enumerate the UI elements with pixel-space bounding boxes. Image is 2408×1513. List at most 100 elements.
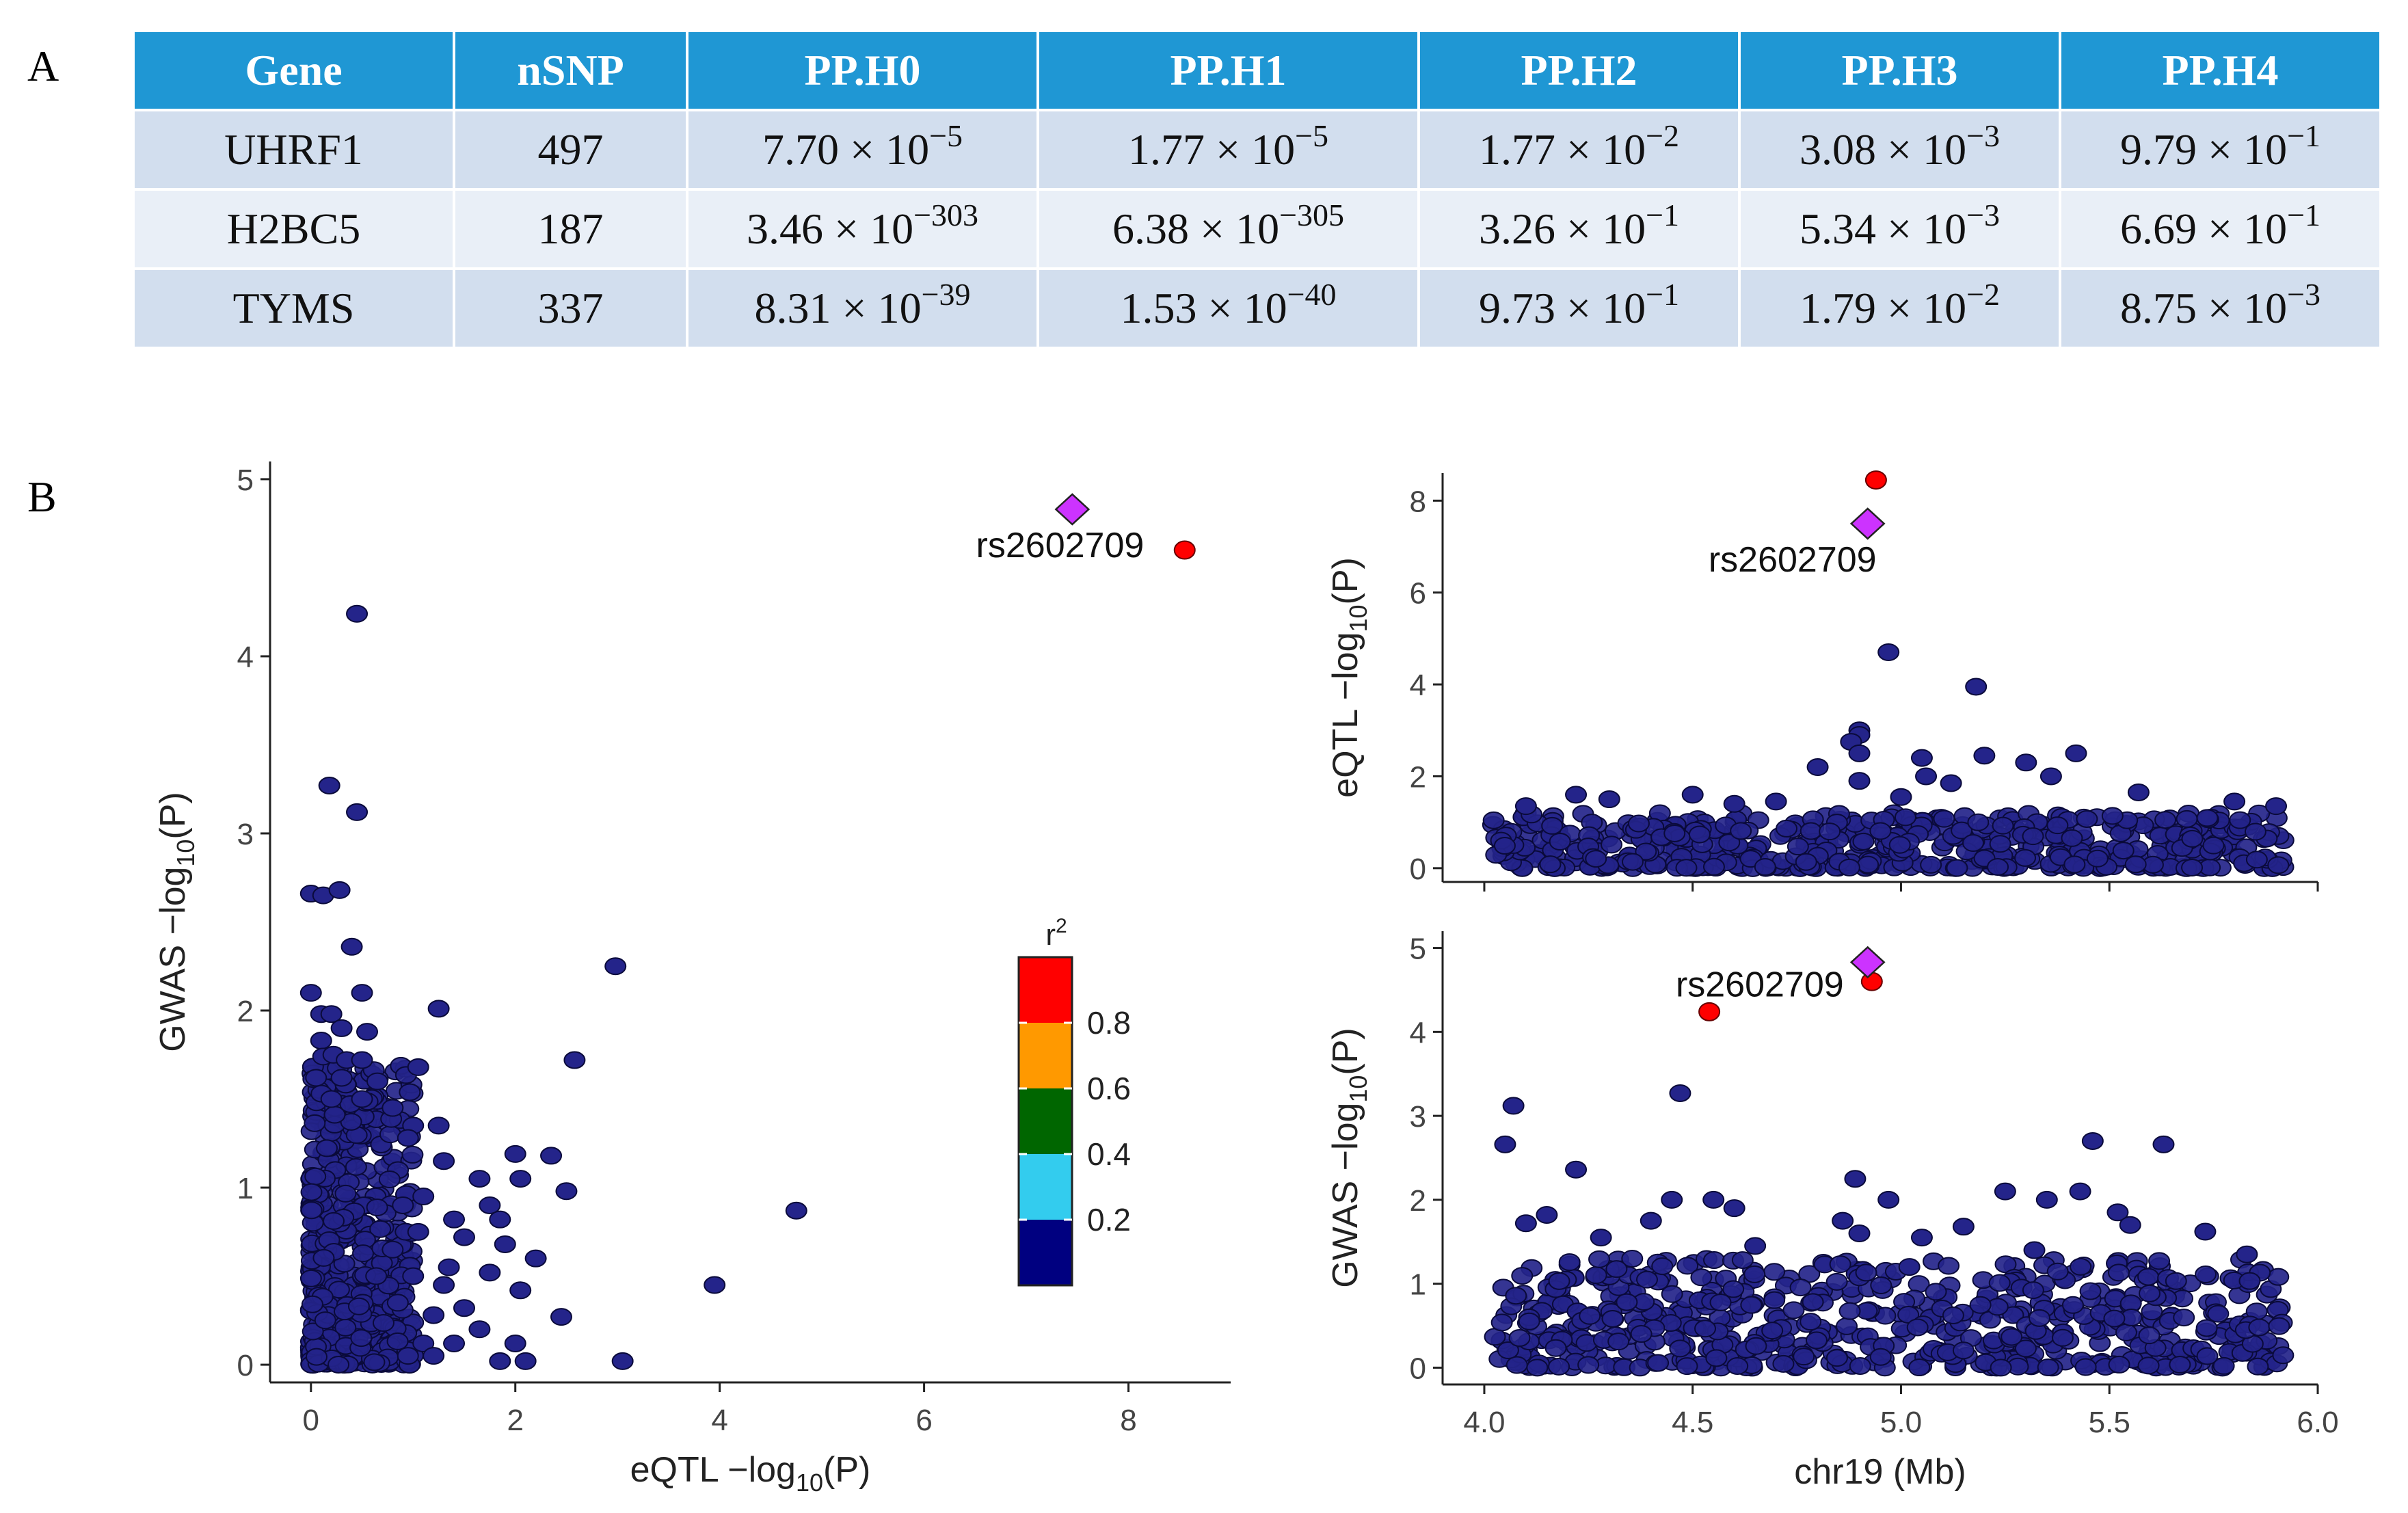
snp-point [1806, 758, 1829, 777]
snp-point [1669, 1084, 1691, 1102]
snp-point [1848, 1224, 1871, 1242]
snp-point [1647, 1354, 1670, 1372]
legend-color-swatch [1019, 1220, 1072, 1285]
y-tick-label: 0 [1410, 853, 1426, 886]
snp-point [1548, 1272, 1570, 1290]
snp-point [1951, 821, 1973, 840]
snp-point [1933, 809, 1955, 828]
snp-point [2202, 836, 2225, 855]
snp-point [310, 1032, 332, 1050]
snp-point [330, 1069, 353, 1087]
snp-point [2037, 1358, 2059, 1376]
snp-point [2137, 1268, 2160, 1286]
cell-pp-h3: 1.79 × 10−2 [1741, 270, 2059, 347]
panel-label-a: A [27, 42, 59, 90]
snp-point [407, 1058, 429, 1076]
snp-point [1548, 1357, 1570, 1376]
snp-point [1844, 1170, 1867, 1188]
snp-point [1497, 1341, 1519, 1360]
snp-point [346, 803, 369, 821]
snp-point [1536, 1205, 1558, 1224]
cell-pp-h4: 9.79 × 10−1 [2061, 111, 2379, 188]
snp-point [1549, 832, 1571, 851]
cell-nsnp: 187 [455, 191, 686, 267]
snp-point [1590, 1229, 1612, 1247]
snp-point [363, 1353, 386, 1371]
snp-point [2141, 1302, 2163, 1321]
snp-point [443, 1335, 466, 1353]
snp-point [323, 1211, 345, 1230]
snp-point [1848, 744, 1871, 762]
snp-point [2002, 1306, 2024, 1324]
snp-point [2207, 1304, 2230, 1323]
cell-pp-h2: 1.77 × 10−2 [1420, 111, 1738, 188]
snp-point [1585, 850, 1607, 868]
snp-point [2108, 1355, 2130, 1374]
snp-point [2015, 753, 2037, 772]
snp-point [1825, 1272, 1848, 1291]
snp-point [1722, 1280, 1745, 1298]
y-tick-label: 6 [1410, 577, 1426, 611]
y-tick-label: 0 [1410, 1352, 1426, 1385]
legend-color-swatch [1019, 957, 1072, 1023]
snp-point [345, 1157, 367, 1176]
header-pp-h1: PP.H1 [1039, 32, 1417, 109]
snp-point [1494, 1135, 1516, 1153]
legend-color-swatch [1019, 1088, 1072, 1154]
snp-point [611, 1352, 634, 1370]
snp-point [301, 1295, 323, 1313]
snp-point [1754, 857, 1776, 876]
snp-point [316, 1139, 338, 1157]
y-tick-label: 3 [1410, 1100, 1426, 1134]
cell-pp-h4: 6.69 × 10−1 [2061, 191, 2379, 267]
snp-point [1852, 832, 1875, 851]
legend-color-swatch [1019, 1023, 1072, 1088]
snp-point [2138, 1326, 2160, 1345]
cell-pp-h2: 9.73 × 10−1 [1420, 270, 1738, 347]
snp-point [397, 1347, 419, 1365]
legend-label: 0.6 [1087, 1071, 1131, 1106]
snp-point [351, 1051, 373, 1069]
snp-point [514, 1352, 537, 1370]
snp-point [1740, 1296, 1763, 1314]
snp-point [2079, 1282, 2102, 1300]
snp-point [1694, 1320, 1717, 1338]
snp-point [1987, 858, 2009, 876]
snp-point [1630, 1325, 1653, 1343]
cell-pp-h2: 3.26 × 10−1 [1420, 191, 1738, 267]
snp-point [1782, 1301, 1805, 1320]
table-body: UHRF1 497 7.70 × 10−5 1.77 × 10−5 1.77 × 10−… [135, 111, 2379, 347]
snp-point [2169, 1355, 2191, 1374]
snp-point [489, 1352, 511, 1370]
snp-point [392, 1196, 414, 1214]
x-tick-label: 5.5 [2089, 1406, 2130, 1439]
x-tick-label: 8 [1120, 1404, 1136, 1437]
snp-point [504, 1144, 526, 1163]
snp-point [1829, 1255, 1851, 1274]
snp-point [330, 1019, 353, 1037]
snp-point [1493, 837, 1516, 855]
cell-nsnp: 337 [455, 270, 686, 347]
snp-point [1635, 842, 1657, 861]
snp-point [2069, 1182, 2091, 1201]
snp-point [1920, 855, 1942, 874]
snp-point [1946, 859, 1968, 877]
cell-gene: UHRF1 [135, 111, 453, 188]
snp-point [1598, 790, 1620, 809]
snp-point [563, 1051, 586, 1069]
snp-point [1869, 1348, 1892, 1366]
snp-point [306, 1348, 328, 1366]
snp-point [1802, 1293, 1824, 1311]
snp-point [1910, 749, 1933, 767]
snp-point [1579, 1307, 1601, 1325]
snp-point [1577, 1356, 1600, 1374]
cell-gene: H2BC5 [135, 191, 453, 267]
legend-title: r2 [1045, 915, 1067, 952]
snp-point [1601, 835, 1623, 854]
snp-point [2124, 855, 2147, 874]
snp-point [1514, 797, 1537, 816]
snp-point [1915, 767, 1938, 786]
snp-point [346, 604, 369, 623]
snp-point [2195, 1266, 2217, 1284]
